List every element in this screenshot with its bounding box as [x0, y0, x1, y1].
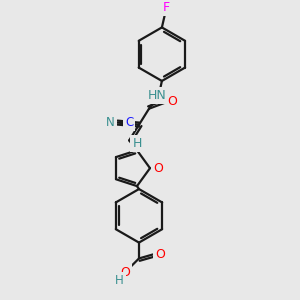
Text: C: C [125, 116, 133, 129]
Text: O: O [155, 248, 165, 261]
Text: O: O [167, 95, 177, 108]
Text: O: O [120, 266, 130, 279]
Text: H: H [132, 137, 142, 150]
Text: HN: HN [148, 89, 166, 102]
Text: O: O [153, 162, 163, 175]
Text: F: F [162, 1, 169, 14]
Text: N: N [106, 116, 115, 129]
Text: H: H [115, 274, 124, 287]
